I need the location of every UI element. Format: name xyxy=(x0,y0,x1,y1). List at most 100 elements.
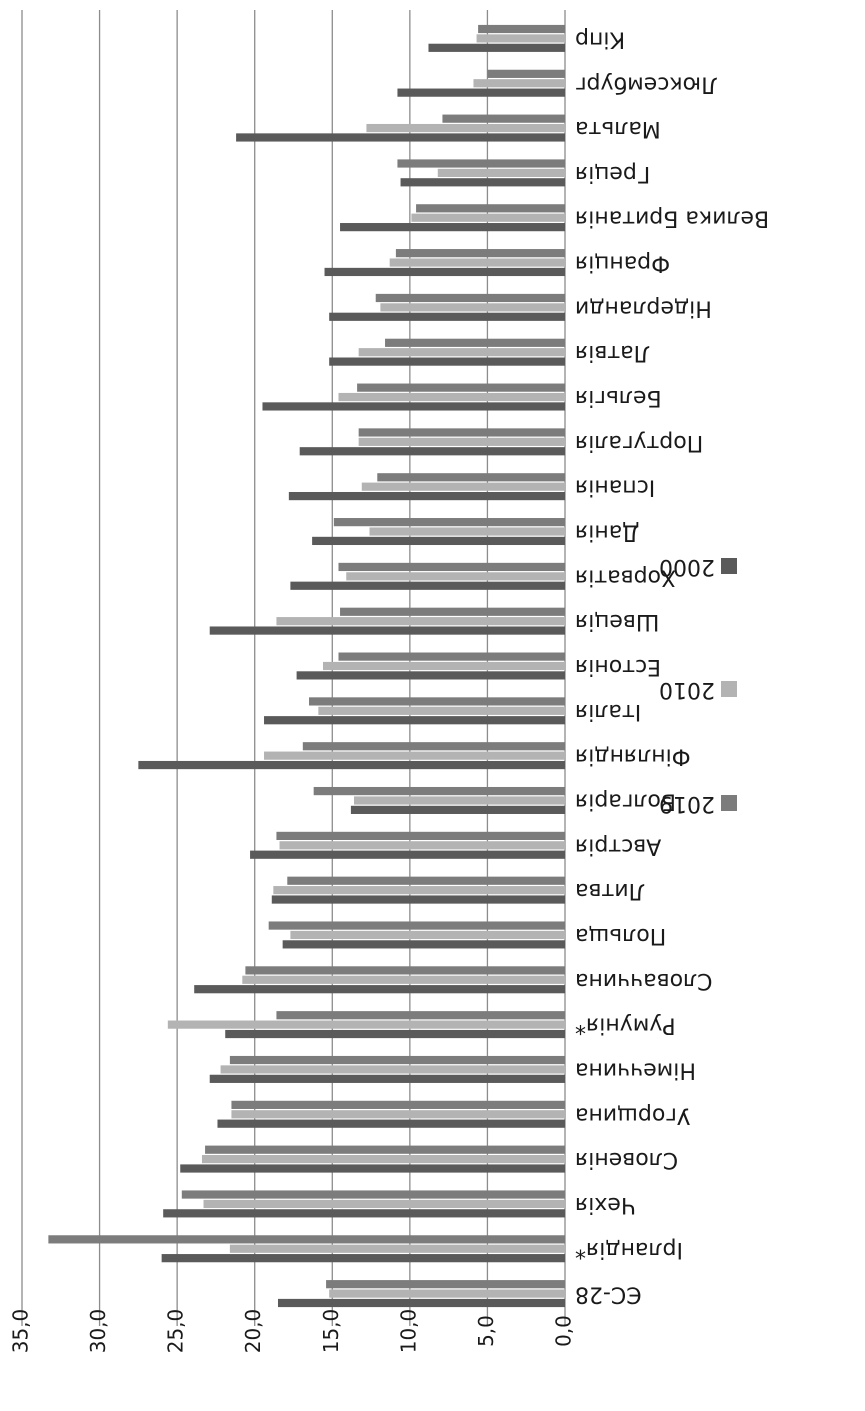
bar-2010 xyxy=(477,34,565,42)
bar-2019 xyxy=(231,1101,565,1109)
bar-2019 xyxy=(338,653,565,661)
tick-label: 15,0 xyxy=(319,1309,343,1354)
legend-swatch-2019 xyxy=(721,795,737,811)
bar-2019 xyxy=(309,697,565,705)
tick-label: 0,0 xyxy=(552,1315,576,1347)
bar-2000 xyxy=(262,402,565,410)
bar-2000 xyxy=(329,358,565,366)
bar-2000 xyxy=(225,1030,565,1038)
bar-2000 xyxy=(138,761,565,769)
bar-2010 xyxy=(359,348,565,356)
bar-2010 xyxy=(273,886,565,894)
legend: 2000 2010 2019 xyxy=(659,554,737,816)
bar-2000 xyxy=(180,1164,565,1172)
legend-label-2010: 2010 xyxy=(659,677,715,702)
bar-2010 xyxy=(370,527,565,535)
bar-2019 xyxy=(478,25,565,33)
legend-swatch-2010 xyxy=(721,681,737,697)
bar-2019 xyxy=(359,428,565,436)
bar-2019 xyxy=(245,966,565,974)
bar-2000 xyxy=(264,716,565,724)
category-label: Фінляндія xyxy=(575,744,691,769)
category-label: Італія xyxy=(575,699,641,724)
bar-2000 xyxy=(297,671,565,679)
legend-label-2000: 2000 xyxy=(659,554,715,579)
bar-2000 xyxy=(278,1299,565,1307)
bar-2000 xyxy=(351,806,565,814)
category-label: Румунія* xyxy=(575,1013,676,1038)
bar-2010 xyxy=(411,214,565,222)
value-axis-ticks: 0,0 5,0 10,0 15,0 20,0 25,0 30,0 35,0 xyxy=(9,1309,576,1354)
bar-2000 xyxy=(397,89,565,97)
bar-2019 xyxy=(48,1235,565,1243)
category-label: Естонія xyxy=(575,654,661,679)
bar-2000 xyxy=(401,178,565,186)
bar-2019 xyxy=(442,115,565,123)
category-label: Португалія xyxy=(575,430,703,455)
bar-2019 xyxy=(397,159,565,167)
tick-label: 25,0 xyxy=(164,1309,188,1354)
bar-2000 xyxy=(340,223,565,231)
category-label: Австрія xyxy=(575,833,661,858)
category-label: Нідерланди xyxy=(575,295,712,320)
category-labels: ЄС-28 Ірландія* Чехія Словенія Угорщина Німеч… xyxy=(575,26,769,1306)
bar-2019 xyxy=(326,1280,565,1288)
bar-2019 xyxy=(303,742,565,750)
category-label: Франція xyxy=(575,251,670,276)
bar-2000 xyxy=(250,851,565,859)
category-label: Литва xyxy=(575,878,645,903)
bar-2010 xyxy=(323,662,565,670)
chart-rotated-group: 0,0 5,0 10,0 15,0 20,0 25,0 30,0 35,0 ЄС-28 Ірла… xyxy=(9,10,770,1353)
category-label: Греція xyxy=(575,161,650,186)
legend-label-2019: 2019 xyxy=(659,791,715,816)
bar-2000 xyxy=(289,492,565,500)
bar-2010 xyxy=(242,976,565,984)
bar-2019 xyxy=(182,1190,565,1198)
category-label: Данія xyxy=(575,520,639,545)
bar-2000 xyxy=(217,1120,565,1128)
bar-2010 xyxy=(380,303,565,311)
bar-2019 xyxy=(205,1146,565,1154)
bar-2010 xyxy=(264,752,565,760)
bar-2010 xyxy=(231,1110,565,1118)
bar-2000 xyxy=(290,582,565,590)
category-label: ЄС-28 xyxy=(575,1282,642,1307)
bar-2000 xyxy=(325,268,565,276)
bar-2000 xyxy=(163,1209,565,1217)
category-label: Угорщина xyxy=(575,1102,690,1127)
bar-2019 xyxy=(314,787,565,795)
bar-2010 xyxy=(354,796,565,804)
bar-2019 xyxy=(487,70,565,78)
category-label: Мальта xyxy=(575,116,661,141)
bar-2019 xyxy=(230,1056,565,1064)
bar-2000 xyxy=(329,313,565,321)
category-label: Німеччина xyxy=(575,1057,696,1082)
bar-2000 xyxy=(210,1075,565,1083)
bar-2010 xyxy=(390,258,565,266)
category-label: Словенія xyxy=(575,1147,678,1172)
bar-2010 xyxy=(362,483,565,491)
category-label: Люксембург xyxy=(575,71,718,96)
bar-2010 xyxy=(338,393,565,401)
bar-2019 xyxy=(276,1011,565,1019)
category-label: Латвія xyxy=(575,340,650,365)
category-label: Ірландія* xyxy=(575,1237,683,1262)
category-label: Кіпр xyxy=(575,26,625,51)
bar-2019 xyxy=(334,518,565,526)
category-label: Велика Британія xyxy=(575,206,769,231)
bar-2010 xyxy=(168,1021,565,1029)
bar-2019 xyxy=(377,473,565,481)
bar-2010 xyxy=(280,841,565,849)
bar-2010 xyxy=(276,617,565,625)
category-label: Чехія xyxy=(575,1192,636,1217)
category-label: Іспанія xyxy=(575,475,655,500)
bar-2000 xyxy=(300,447,565,455)
category-label: Швеція xyxy=(575,609,659,634)
bar-2019 xyxy=(385,339,565,347)
bar-2010 xyxy=(438,169,565,177)
category-label: Польща xyxy=(575,923,666,948)
category-label: Словаччина xyxy=(575,968,713,993)
bar-2000 xyxy=(283,940,565,948)
bar-2019 xyxy=(416,204,565,212)
